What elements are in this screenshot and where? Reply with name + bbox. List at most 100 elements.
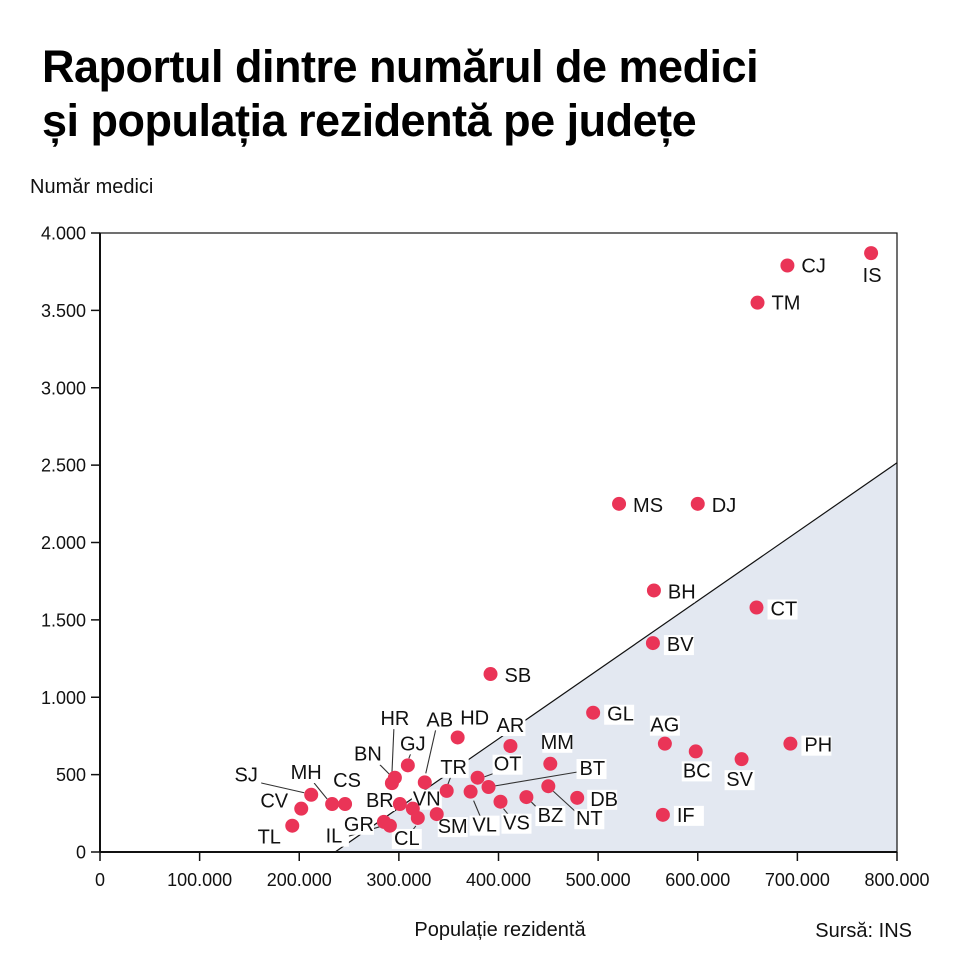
- label-bg-CS: [332, 771, 363, 792]
- data-point-BC: [688, 744, 703, 759]
- county-label-VS: VS: [503, 813, 530, 835]
- data-point-SM: [429, 807, 444, 822]
- label-bg-TR: [438, 757, 469, 778]
- label-bg-CV: [259, 791, 290, 812]
- data-point-IF: [655, 807, 670, 822]
- label-bg-TL: [254, 827, 285, 848]
- label-bg-CT: [767, 599, 798, 620]
- label-bg-CJ: [798, 256, 829, 277]
- county-label-OT: OT: [494, 754, 522, 776]
- label-bg-VN: [411, 789, 442, 810]
- label-bg-BR: [364, 791, 395, 812]
- label-bg-AR: [495, 715, 526, 736]
- county-label-DB: DB: [590, 789, 618, 811]
- leader-line-BN: [379, 764, 391, 776]
- data-point-BH: [646, 583, 661, 598]
- label-bg-TM: [768, 293, 799, 314]
- county-label-PH: PH: [804, 735, 832, 757]
- x-tick-label: 200.000: [267, 870, 332, 890]
- chart-title-line2: și populația rezidentă pe județe: [42, 95, 696, 146]
- county-label-BV: BV: [667, 634, 694, 656]
- data-point-OT: [470, 770, 485, 785]
- data-point-SB: [483, 667, 498, 682]
- data-point-CJ: [780, 258, 795, 273]
- county-label-SJ: SJ: [235, 765, 258, 787]
- leader-line-MH: [313, 782, 328, 800]
- county-label-SV: SV: [726, 769, 753, 791]
- x-tick-label: 700.000: [765, 870, 830, 890]
- county-label-IF: IF: [677, 805, 695, 827]
- data-point-TR: [439, 783, 454, 798]
- label-bg-HD: [459, 708, 490, 729]
- county-label-BC: BC: [683, 760, 711, 782]
- data-point-BT: [481, 780, 496, 795]
- county-label-GL: GL: [607, 704, 634, 726]
- y-tick-label: 3.500: [41, 301, 86, 321]
- county-label-CS: CS: [333, 770, 361, 792]
- county-label-TR: TR: [440, 757, 467, 779]
- county-label-AG: AG: [650, 715, 679, 737]
- county-label-NT: NT: [576, 808, 603, 830]
- county-label-CV: CV: [260, 791, 288, 813]
- county-label-GJ: GJ: [400, 733, 426, 755]
- data-point-MM: [543, 756, 558, 771]
- leader-line-NT: [552, 790, 578, 814]
- label-bg-SJ: [231, 765, 262, 786]
- y-tick-label: 2.500: [41, 456, 86, 476]
- label-bg-AB: [424, 710, 455, 731]
- label-bg-DB: [587, 789, 618, 810]
- county-label-SB: SB: [505, 665, 532, 687]
- label-bg-VS: [501, 813, 532, 834]
- data-point-GL: [586, 705, 601, 720]
- y-tick-label: 4.000: [41, 224, 86, 244]
- county-label-CJ: CJ: [801, 255, 825, 277]
- x-tick-label: 600.000: [665, 870, 730, 890]
- label-bg-IS: [857, 266, 888, 287]
- data-point-SV: [734, 752, 749, 767]
- data-point-HD: [450, 730, 465, 745]
- county-label-AR: AR: [497, 715, 525, 737]
- data-point-CT: [749, 600, 764, 615]
- county-label-TM: TM: [772, 293, 801, 315]
- label-bg-PH: [801, 735, 832, 756]
- data-point-AG: [657, 736, 672, 751]
- y-tick-label: 1.000: [41, 688, 86, 708]
- county-label-CT: CT: [771, 598, 798, 620]
- data-point-AR: [503, 738, 518, 753]
- leader-line-BT: [494, 771, 578, 787]
- label-bg-SV: [724, 770, 755, 791]
- y-tick-label: 1.500: [41, 610, 86, 630]
- county-label-BR: BR: [366, 790, 394, 812]
- x-tick-label: 0: [95, 870, 105, 890]
- data-point-SJ: [304, 787, 319, 802]
- county-label-GR: GR: [344, 814, 374, 836]
- x-tick-label: 300.000: [366, 870, 431, 890]
- data-point-TM: [750, 295, 765, 310]
- leader-line-AB: [425, 729, 437, 774]
- county-label-TL: TL: [258, 827, 281, 849]
- label-bg-MH: [291, 763, 322, 784]
- county-label-MH: MH: [291, 762, 322, 784]
- leader-line-SJ: [260, 782, 305, 794]
- label-bg-BZ: [535, 806, 566, 827]
- label-bg-BH: [664, 582, 695, 603]
- data-point-GJ: [400, 758, 415, 773]
- y-tick-label: 0: [76, 843, 86, 863]
- y-tick-label: 500: [56, 765, 86, 785]
- county-label-IL: IL: [326, 826, 343, 848]
- data-point-AB: [417, 775, 432, 790]
- county-label-SM: SM: [438, 816, 468, 838]
- data-point-BZ: [519, 790, 534, 805]
- county-label-BN: BN: [354, 744, 382, 766]
- county-label-AB: AB: [426, 709, 453, 731]
- leader-line-TR: [447, 776, 452, 786]
- data-point-HR: [384, 776, 399, 791]
- data-point-NT: [541, 779, 556, 794]
- data-point-PH: [783, 736, 798, 751]
- label-bg-BC: [681, 761, 712, 782]
- data-point-TL: [285, 818, 300, 833]
- label-bg-SM: [437, 817, 468, 838]
- chart-title-line1: Raportul dintre numărul de medici: [42, 41, 758, 92]
- x-tick-label: 800.000: [864, 870, 929, 890]
